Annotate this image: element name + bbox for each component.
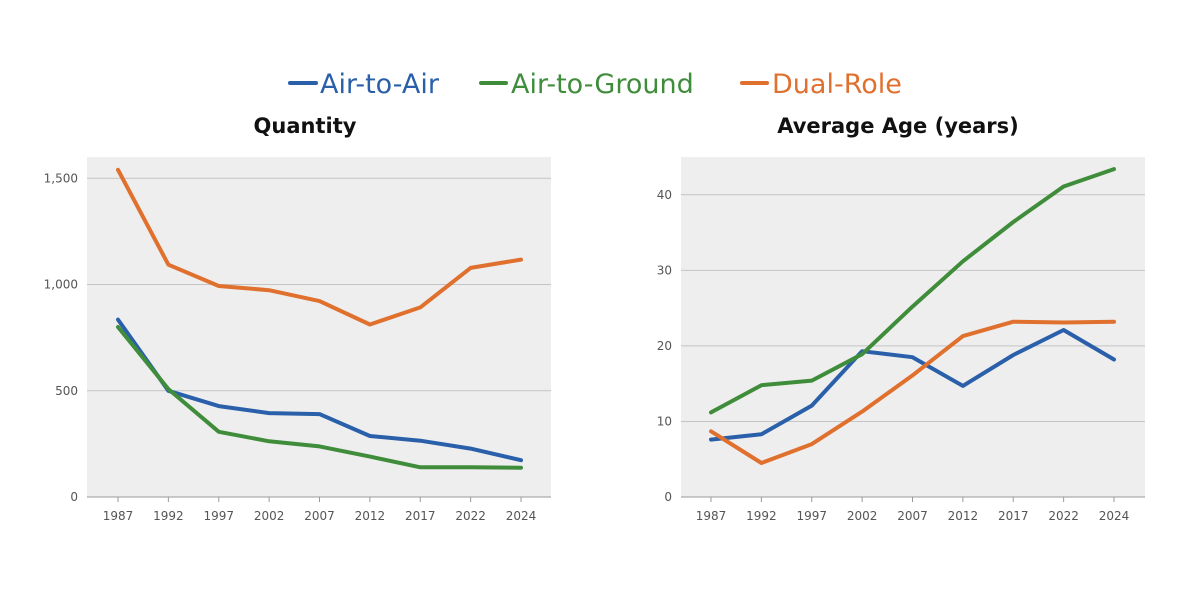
x-tick-label: 2024 <box>1099 509 1130 523</box>
legend-label: Air-to-Air <box>320 69 440 100</box>
x-tick-label: 1987 <box>103 509 134 523</box>
y-tick-label: 1,500 <box>44 171 78 185</box>
x-tick-label: 2022 <box>1048 509 1079 523</box>
legend-item-air-to-air: Air-to-Air <box>288 69 440 100</box>
x-tick-label: 2007 <box>304 509 335 523</box>
chart-title: Average Age (years) <box>777 114 1019 138</box>
legend: Air-to-Air Air-to-Ground Dual-Role <box>288 69 902 100</box>
series-line-air-to-air <box>116 317 523 463</box>
series-line-air-to-ground <box>709 167 1116 415</box>
y-tick-label: 0 <box>664 490 672 504</box>
quantity-chart: Quantity 0 500 1,000 1,500 1987 1992 1997 2002 20… <box>44 114 551 523</box>
legend-label: Air-to-Ground <box>511 69 694 100</box>
series-line-dual-role <box>116 167 523 327</box>
chart-title: Quantity <box>254 114 357 138</box>
x-tick-label: 2017 <box>998 509 1029 523</box>
y-tick-label: 10 <box>657 414 672 428</box>
y-tick-label: 30 <box>657 263 672 277</box>
legend-item-dual-role: Dual-Role <box>740 69 902 100</box>
x-tick-label: 1992 <box>153 509 184 523</box>
x-tick-label: 2002 <box>847 509 878 523</box>
y-tick-label: 40 <box>657 188 672 202</box>
y-tick-label: 1,000 <box>44 278 78 292</box>
x-tick-label: 2017 <box>405 509 436 523</box>
x-tick-label: 1997 <box>796 509 827 523</box>
series-line-air-to-ground <box>116 325 523 470</box>
average-age-chart: Average Age (years) 0 10 20 30 40 1987 1992 1997… <box>657 114 1145 523</box>
x-tick-label: 2024 <box>506 509 537 523</box>
x-tick-label: 2007 <box>897 509 928 523</box>
x-tick-label: 1992 <box>746 509 777 523</box>
x-tick-label: 2022 <box>455 509 486 523</box>
y-tick-label: 500 <box>55 384 78 398</box>
x-tick-label: 2012 <box>948 509 979 523</box>
x-tick-label: 2002 <box>254 509 285 523</box>
y-tick-label: 0 <box>70 490 78 504</box>
series-line-dual-role <box>709 319 1116 465</box>
y-tick-label: 20 <box>657 339 672 353</box>
legend-item-air-to-ground: Air-to-Ground <box>479 69 694 100</box>
x-tick-label: 1987 <box>696 509 727 523</box>
plot-area <box>681 157 1145 497</box>
x-tick-label: 1997 <box>203 509 234 523</box>
series-line-air-to-air <box>709 328 1116 442</box>
plot-area <box>87 157 551 497</box>
x-tick-label: 2012 <box>355 509 386 523</box>
legend-label: Dual-Role <box>772 69 902 100</box>
